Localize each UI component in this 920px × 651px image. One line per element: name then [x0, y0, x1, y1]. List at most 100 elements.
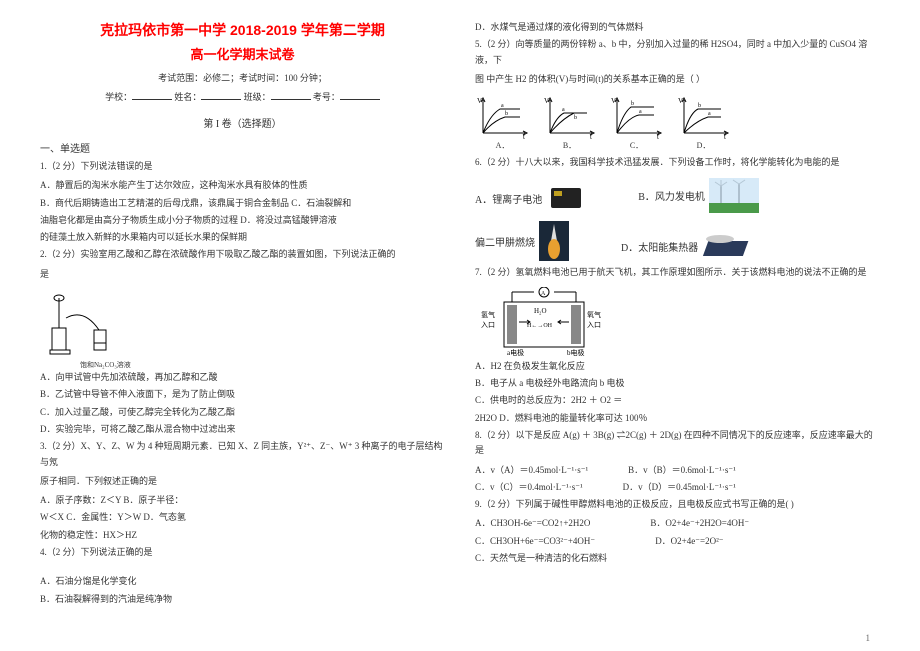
q6-a-label: A．锂离子电池 [475, 191, 542, 206]
windmill-icon [709, 178, 759, 213]
q5-label-b: B． [563, 140, 576, 151]
q8-b: B．v（B）＝0.6mol·L⁻¹·s⁻¹ [628, 463, 736, 478]
svg-text:H₂O: H₂O [534, 307, 547, 315]
q6-option-c: 偏二甲肼燃烧 [475, 221, 569, 261]
q1-b2: 油脂皂化都是由高分子物质生成小分子物质的过程 D．将没过高锰酸钾溶液 [40, 213, 445, 228]
svg-text:入口: 入口 [587, 321, 601, 329]
q2-d: D．实验完毕，可将乙酸乙酯从混合物中过滤出来 [40, 422, 445, 437]
right-column: D．水煤气是通过煤的液化得到的气体燃料 5.（2 分）向等质量的两份锌粉 a、b… [475, 20, 880, 631]
svg-text:t: t [657, 133, 659, 140]
q8-d: D．v（D）＝0.45mol·L⁻¹·s⁻¹ [623, 480, 736, 495]
q5-label-c: C． [630, 140, 643, 151]
svg-text:b: b [574, 115, 577, 121]
svg-text:V: V [678, 97, 683, 105]
q5-graph-c: V t b a C． [609, 95, 664, 151]
svg-text:a电极: a电极 [507, 348, 524, 357]
q8-c: C．v（C）＝0.4mol·L⁻¹·s⁻¹ [475, 480, 583, 495]
q3-a: A．原子序数：Z＜Y B．原子半径： [40, 493, 445, 508]
q7-stem: 7.（2 分）氢氧燃料电池已用于航天飞机，其工作原理如图所示．关于该燃料电池的说… [475, 265, 880, 280]
q6-b-label: B．风力发电机 [638, 188, 705, 203]
q2-c: C．加入过量乙酸，可使乙醇完全转化为乙酸乙酯 [40, 405, 445, 420]
q5-graph-d: V t b a D． [676, 95, 731, 151]
q3-b: W＜X C．金属性：Y＞W D．气态氢 [40, 510, 445, 525]
q9-row2: C．CH3OH+6e⁻=CO3²⁻+4OH⁻ D．O2+4e⁻=2O²⁻ [475, 534, 880, 551]
q2-apparatus-figure [44, 288, 124, 358]
q1-b3: 的硅藻土放入新鲜的水果箱内可以延长水果的保鲜期 [40, 230, 445, 245]
q8-stem: 8.（2 分）以下是反应 A(g) ＋ 3B(g) ⇌2C(g) ＋ 2D(g)… [475, 428, 880, 459]
q4-d: D．水煤气是通过煤的液化得到的气体燃料 [475, 20, 880, 35]
svg-text:t: t [523, 133, 525, 140]
form-class-label: 班级： [244, 92, 271, 102]
q7-b: B．电子从 a 电极经外电路流向 b 电极 [475, 376, 880, 391]
q9-b: B．O2+4e⁻+2H2O=4OH⁻ [650, 516, 749, 531]
q3-stem: 3.（2 分）X、Y、Z、W 为 4 种短周期元素．已知 X、Z 同主族，Y²⁺… [40, 439, 445, 470]
q5-graph-a: V t a b A． [475, 95, 530, 151]
single-choice-heading: 一、单选题 [40, 140, 445, 155]
q1-b: B．商代后期铸造出工艺精湛的后母戊鼎，该鼎属于铜合金制品 C．石油裂解和 [40, 196, 445, 211]
svg-text:t: t [724, 133, 726, 140]
q2-b: B．乙试管中导管不伸入液面下，是为了防止倒吸 [40, 387, 445, 402]
q4-b: B．石油裂解得到的汽油是纯净物 [40, 592, 445, 607]
svg-text:入口: 入口 [481, 321, 495, 329]
q8-row2: C．v（C）＝0.4mol·L⁻¹·s⁻¹ D．v（D）＝0.45mol·L⁻¹… [475, 480, 880, 497]
svg-text:a: a [501, 103, 504, 109]
q5-stem: 5.（2 分）向等质量的两份锌粉 a、b 中，分别加入过量的稀 H2SO4，同时… [475, 37, 880, 68]
exam-title-sub: 高一化学期末试卷 [40, 44, 445, 63]
page-number: 1 [866, 633, 871, 643]
q6-row1: A．锂离子电池 B．风力发电机 [475, 178, 880, 213]
q6-c-label: 偏二甲肼燃烧 [475, 234, 535, 249]
svg-text:a: a [639, 109, 642, 115]
svg-text:V: V [544, 97, 549, 105]
svg-text:t: t [590, 133, 592, 140]
svg-text:氢气: 氢气 [481, 310, 495, 319]
q9-a: A．CH3OH-6e⁻=CO2↑+2H2O [475, 516, 590, 531]
svg-text:b电极: b电极 [567, 348, 585, 357]
svg-text:a: a [562, 107, 565, 113]
blank-id [340, 90, 380, 100]
q5-label-d: D． [697, 140, 711, 151]
q2-stem: 2.（2 分）实验室用乙酸和乙醇在浓硫酸作用下吸取乙酸乙酯的装置如图，下列说法正… [40, 247, 445, 262]
svg-text:A: A [541, 291, 546, 297]
left-column: 克拉玛依市第一中学 2018-2019 学年第二学期 高一化学期末试卷 考试范围… [40, 20, 445, 631]
q6-option-d: D．太阳能集热器 [621, 231, 762, 261]
exam-scope: 考试范围：必修二；考试时间：100 分钟； [40, 71, 445, 84]
q9-e: C．天然气是一种清洁的化石燃料 [475, 551, 880, 566]
q5-stem2: 图 中产生 H2 的体积(V)与时间(t)的关系基本正确的是（ ） [475, 72, 880, 87]
q4-a: A．石油分馏是化学变化 [40, 574, 445, 589]
q9-c: C．CH3OH+6e⁻=CO3²⁻+4OH⁻ [475, 534, 595, 549]
exam-title-main: 克拉玛依市第一中学 2018-2019 学年第二学期 [40, 20, 445, 40]
form-school-label: 学校： [105, 92, 132, 102]
q6-stem: 6.（2 分）十八大以来，我国科学技术迅猛发展．下列设备工作时，将化学能转化为电… [475, 155, 880, 170]
q7-a: A．H2 在负极发生氧化反应 [475, 359, 880, 374]
q5-graphs: V t a b A． V t [475, 95, 880, 151]
battery-icon [546, 183, 586, 213]
svg-text:氧气: 氧气 [587, 310, 601, 319]
svg-text:H←→OH: H←→OH [527, 323, 553, 329]
blank-name [201, 90, 241, 100]
svg-text:b: b [698, 103, 701, 109]
q9-row1: A．CH3OH-6e⁻=CO2↑+2H2O B．O2+4e⁻+2H2O=4OH⁻ [475, 516, 880, 533]
q3-stem2: 原子相同．下列叙述正确的是 [40, 474, 445, 489]
q9-stem: 9.（2 分）下列属于碱性甲醇燃料电池的正极反应，且电极反应式书写正确的是( ) [475, 497, 880, 512]
q2-stem2: 是 [40, 267, 445, 282]
q8-a: A．v（A）＝0.45mol·L⁻¹·s⁻¹ [475, 463, 588, 478]
q6-d-label: D．太阳能集热器 [621, 239, 698, 254]
solar-heater-icon [702, 231, 762, 261]
q1-stem: 1.（2 分）下列说法错误的是 [40, 159, 445, 174]
q6-row2: 偏二甲肼燃烧 D．太阳能集热器 [475, 221, 880, 261]
svg-text:a: a [708, 111, 711, 117]
q6-option-a: A．锂离子电池 [475, 183, 586, 213]
q8-row1: A．v（A）＝0.45mol·L⁻¹·s⁻¹ B．v（B）＝0.6mol·L⁻¹… [475, 463, 880, 480]
blank-class [271, 90, 311, 100]
q4-stem: 4.（2 分）下列说法正确的是 [40, 545, 445, 560]
q3-c: 化物的稳定性：HX＞HZ [40, 528, 445, 543]
form-name-label: 姓名： [174, 92, 201, 102]
q7-fuelcell-figure: A H₂O H←→OH 氢气 入口 氧气 入口 a电极 b电极 [479, 287, 609, 357]
q2-a: A．向甲试管中先加浓硫酸，再加乙醇和乙酸 [40, 370, 445, 385]
q7-c: C．供电时的总反应为：2H2 ＋ O2 ＝ [475, 393, 880, 408]
section-1-label: 第 I 卷（选择题） [40, 115, 445, 130]
svg-text:V: V [611, 97, 616, 105]
svg-text:V: V [477, 97, 482, 105]
rocket-icon [539, 221, 569, 261]
svg-text:b: b [631, 101, 634, 107]
